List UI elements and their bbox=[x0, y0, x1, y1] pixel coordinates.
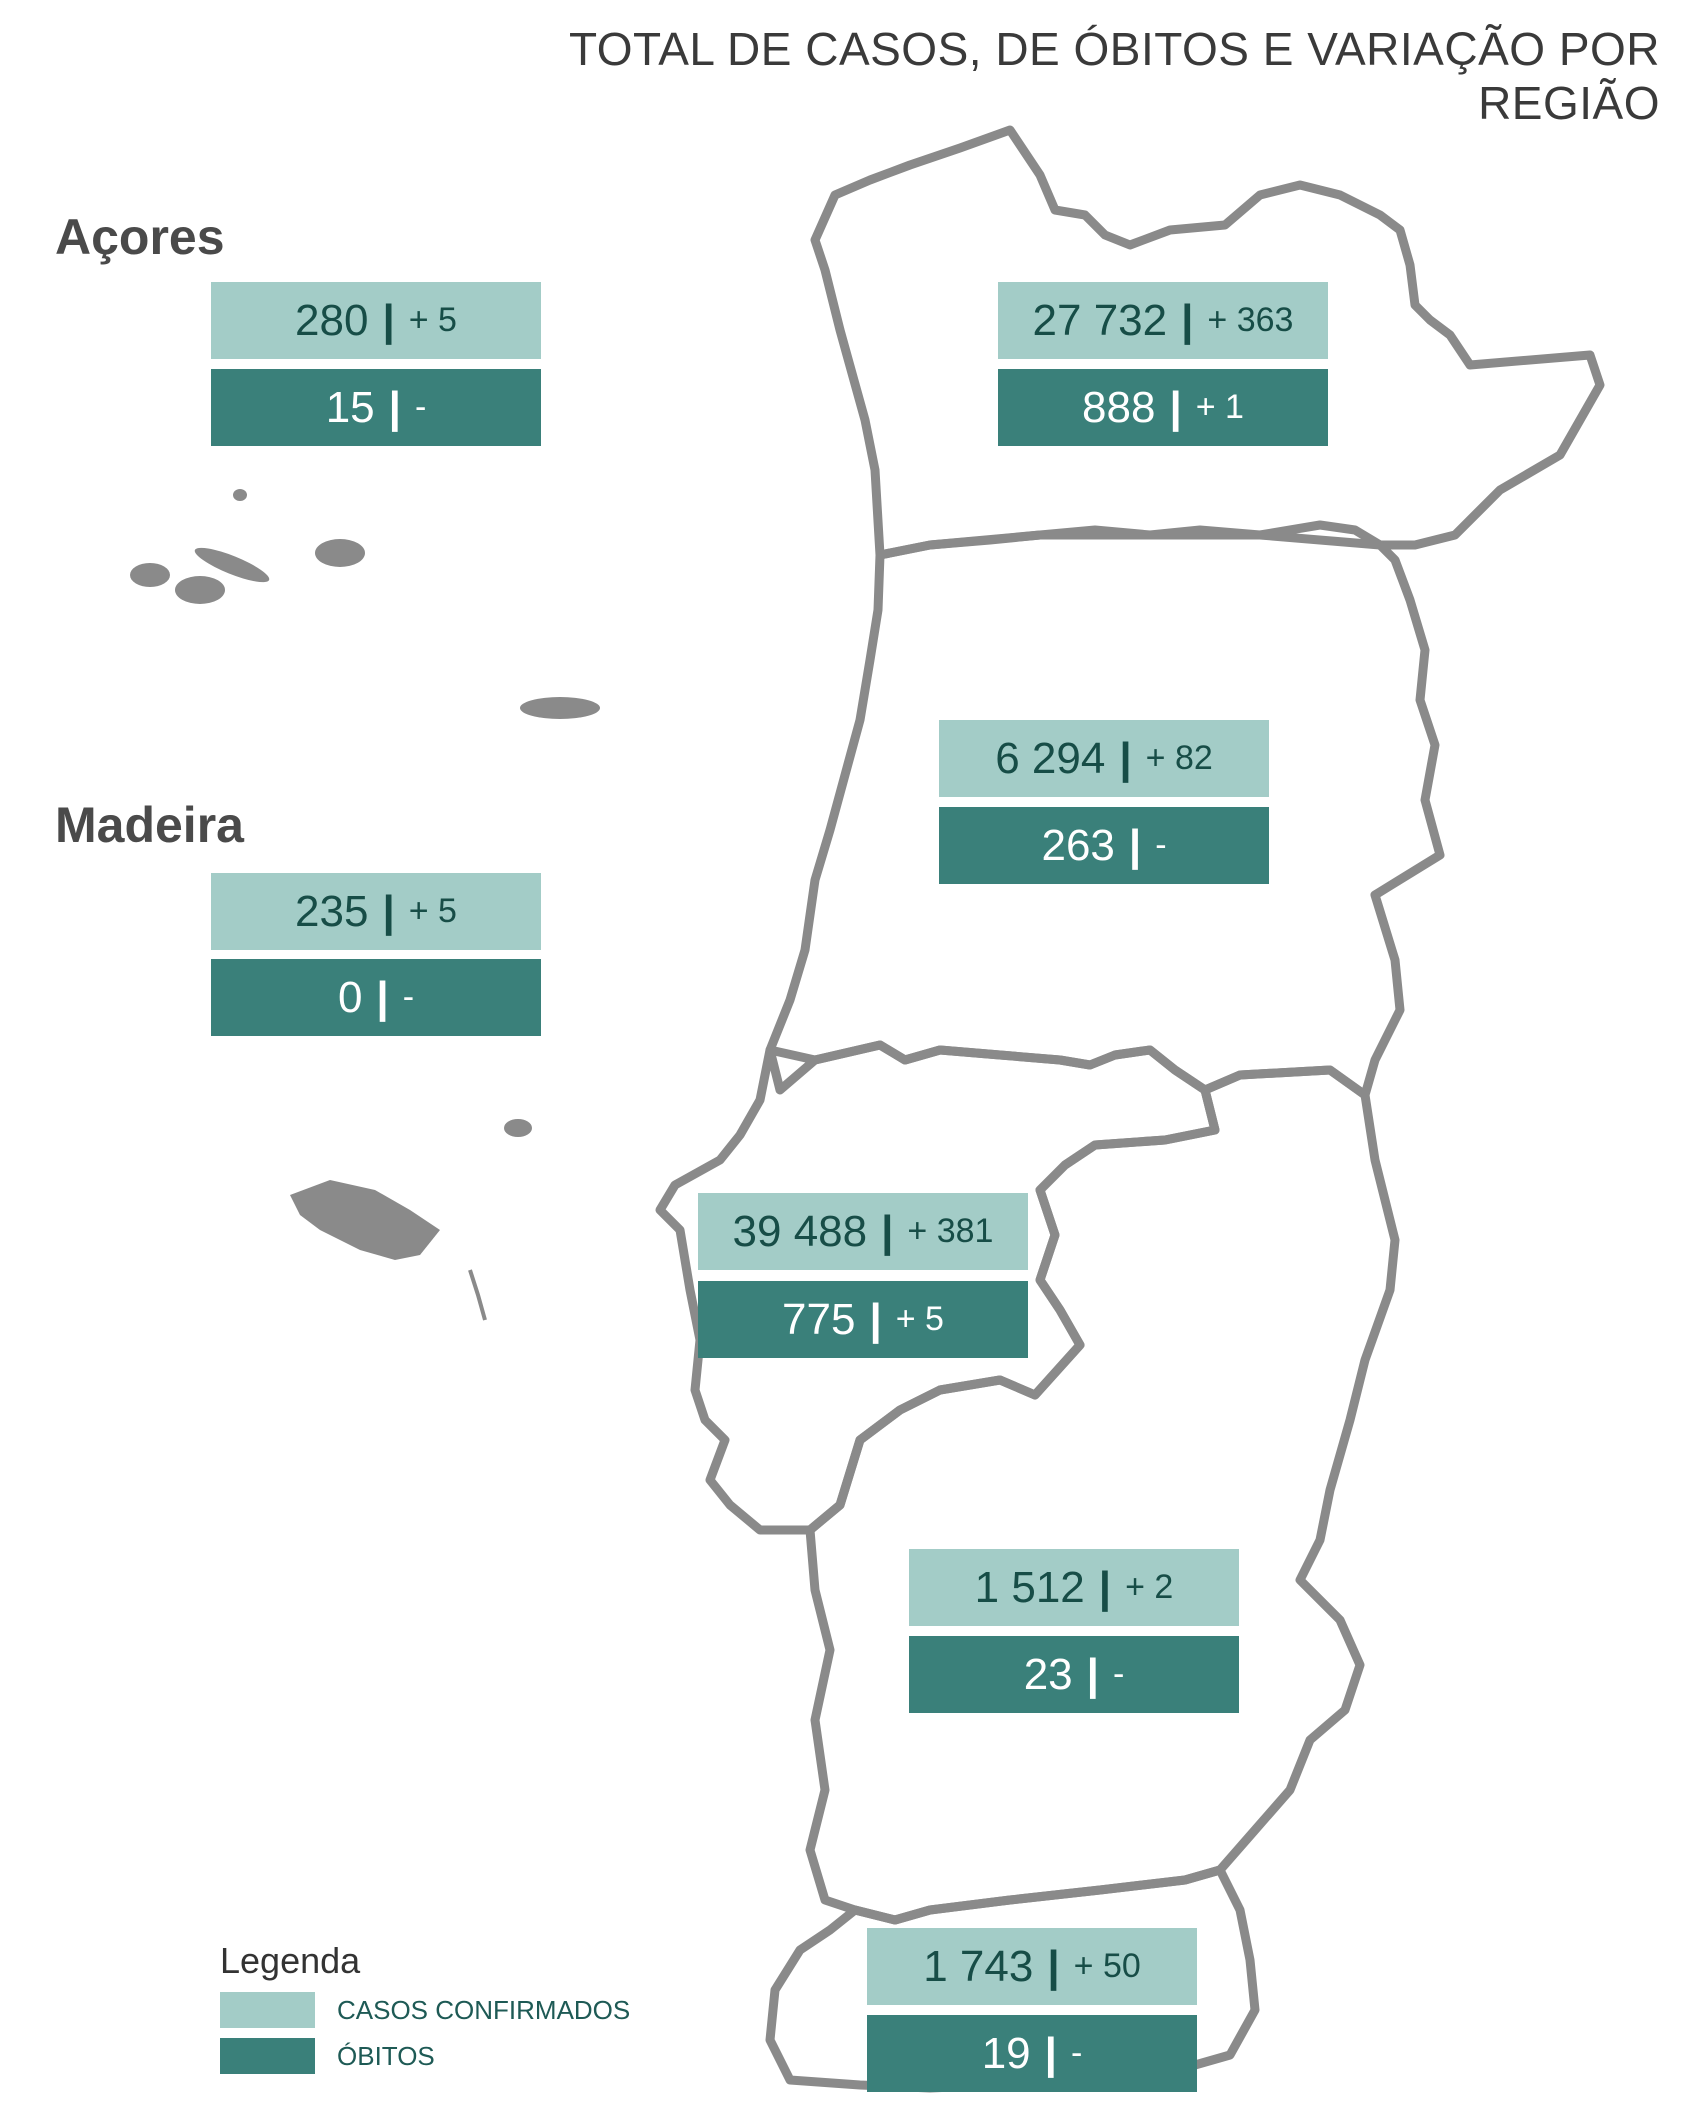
island-corvo bbox=[233, 489, 247, 501]
lvt-cases-variation: + 381 bbox=[907, 1212, 994, 1250]
centro-cases-box: 6 294 | + 82 bbox=[939, 720, 1269, 797]
algarve-deaths-box: 19 | - bbox=[867, 2015, 1197, 2092]
lvt-deaths-box: 775 | + 5 bbox=[698, 1281, 1028, 1358]
legend-item-cases: CASOS CONFIRMADOS bbox=[220, 1992, 630, 2028]
island-pico bbox=[194, 547, 270, 583]
separator: | bbox=[1098, 1562, 1112, 1612]
norte-deaths-value: 888 bbox=[1082, 382, 1156, 432]
legend-swatch-cases bbox=[220, 1992, 315, 2028]
algarve-cases-variation: + 50 bbox=[1073, 1947, 1141, 1985]
separator: | bbox=[1086, 1649, 1099, 1699]
separator: | bbox=[1181, 295, 1194, 345]
centro-deaths-variation: - bbox=[1155, 826, 1167, 864]
acores-deaths-box: 15 | - bbox=[211, 369, 541, 446]
region-outline-norte bbox=[810, 125, 1605, 560]
centro-cases-value: 6 294 bbox=[995, 733, 1106, 783]
page-title: TOTAL DE CASOS, DE ÓBITOS E VARIAÇÃO POR… bbox=[568, 23, 1660, 129]
legend-title: Legenda bbox=[220, 1940, 361, 1981]
madeira-cases-variation: + 5 bbox=[408, 892, 457, 930]
acores-cases-value: 280 bbox=[295, 295, 369, 345]
algarve-deaths-variation: - bbox=[1070, 2034, 1083, 2072]
separator: | bbox=[1044, 2028, 1057, 2078]
acores-label: Açores bbox=[55, 209, 225, 265]
centro-cases-variation: + 82 bbox=[1145, 739, 1213, 777]
madeira-deaths-value: 0 bbox=[337, 972, 363, 1022]
acores-islands bbox=[130, 489, 600, 719]
centro-deaths-value: 263 bbox=[1041, 820, 1115, 870]
alentejo-deaths-box: 23 | - bbox=[909, 1636, 1239, 1713]
alentejo-deaths-value: 23 bbox=[1023, 1649, 1073, 1699]
madeira-label: Madeira bbox=[55, 797, 244, 853]
madeira-deaths-variation: - bbox=[402, 978, 415, 1016]
separator: | bbox=[869, 1294, 882, 1344]
alentejo-deaths-variation: - bbox=[1112, 1655, 1125, 1693]
norte-cases-value: 27 732 bbox=[1032, 295, 1168, 345]
island-terceira bbox=[520, 697, 600, 719]
acores-cases-variation: + 5 bbox=[408, 301, 457, 339]
acores-cases-box: 280 | + 5 bbox=[211, 282, 541, 359]
lvt-cases-value: 39 488 bbox=[732, 1206, 868, 1256]
alentejo-cases-box: 1 512 | + 2 bbox=[909, 1549, 1239, 1626]
acores-deaths-variation: - bbox=[414, 388, 427, 426]
island-flores bbox=[130, 563, 170, 587]
centro-deaths-box: 263 | - bbox=[939, 807, 1269, 884]
island-desertas bbox=[468, 1269, 487, 1321]
island-porto-santo bbox=[504, 1119, 532, 1137]
island-madeira bbox=[290, 1180, 440, 1260]
separator: | bbox=[382, 886, 395, 936]
algarve-deaths-value: 19 bbox=[981, 2028, 1031, 2078]
alentejo-cases-value: 1 512 bbox=[974, 1562, 1085, 1612]
separator: | bbox=[376, 972, 389, 1022]
legend-swatch-deaths bbox=[220, 2038, 315, 2074]
separator: | bbox=[1047, 1941, 1060, 1991]
norte-deaths-box: 888 | + 1 bbox=[998, 369, 1328, 446]
madeira-cases-box: 235 | + 5 bbox=[211, 873, 541, 950]
island-faial bbox=[175, 576, 225, 604]
legend-label-cases: CASOS CONFIRMADOS bbox=[337, 1994, 631, 2025]
alentejo-cases-variation: + 2 bbox=[1125, 1568, 1174, 1606]
madeira-cases-value: 235 bbox=[295, 886, 369, 936]
madeira-deaths-box: 0 | - bbox=[211, 959, 541, 1036]
legend-label-deaths: ÓBITOS bbox=[337, 2040, 435, 2071]
norte-cases-variation: + 363 bbox=[1207, 301, 1294, 339]
lvt-deaths-value: 775 bbox=[782, 1294, 856, 1344]
separator: | bbox=[881, 1206, 894, 1256]
algarve-cases-box: 1 743 | + 50 bbox=[867, 1928, 1197, 2005]
separator: | bbox=[382, 295, 395, 345]
legend-item-deaths: ÓBITOS bbox=[220, 2038, 435, 2074]
norte-deaths-variation: + 1 bbox=[1195, 388, 1244, 426]
lvt-cases-box: 39 488 | + 381 bbox=[698, 1193, 1028, 1270]
algarve-cases-value: 1 743 bbox=[923, 1941, 1034, 1991]
norte-cases-box: 27 732 | + 363 bbox=[998, 282, 1328, 359]
lvt-deaths-variation: + 5 bbox=[895, 1300, 944, 1338]
separator: | bbox=[1128, 820, 1142, 870]
island-sao-jorge bbox=[315, 539, 365, 567]
acores-deaths-value: 15 bbox=[325, 382, 375, 432]
separator: | bbox=[1169, 382, 1182, 432]
separator: | bbox=[1119, 733, 1132, 783]
madeira-islands bbox=[290, 1119, 532, 1321]
separator: | bbox=[388, 382, 401, 432]
